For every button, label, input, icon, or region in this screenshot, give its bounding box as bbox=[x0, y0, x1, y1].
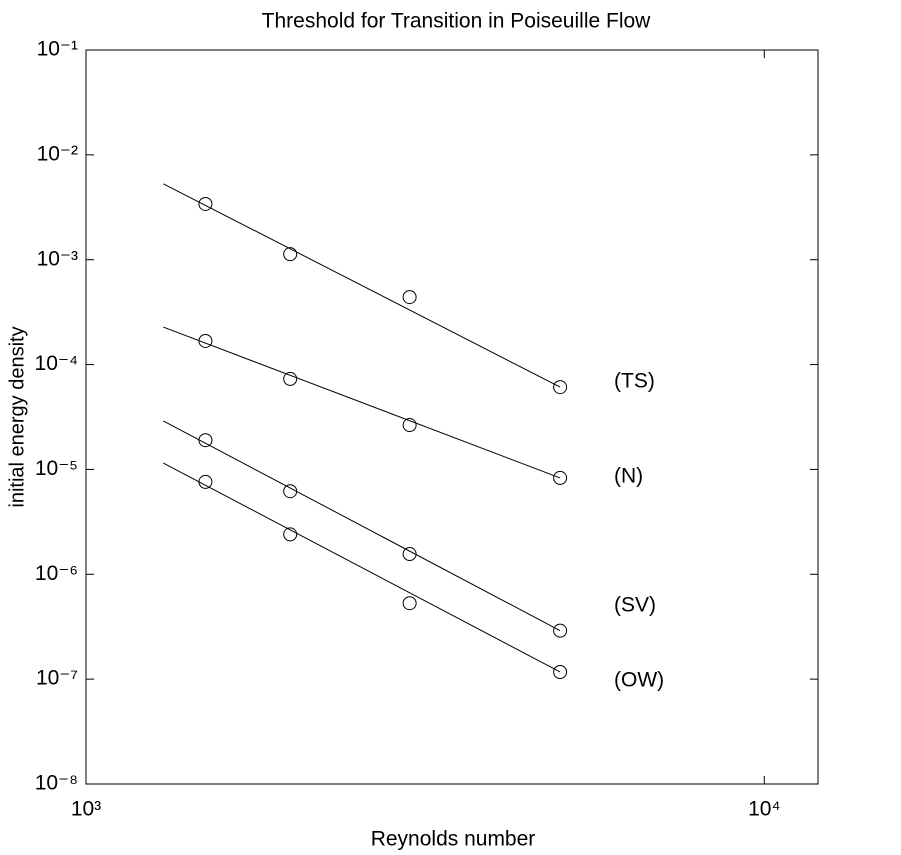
data-point bbox=[283, 527, 298, 542]
y-tick-label: 10⁻⁶ bbox=[35, 562, 78, 585]
data-point bbox=[553, 380, 568, 395]
y-tick-label: 10⁻⁵ bbox=[35, 457, 78, 480]
fit-line bbox=[163, 183, 561, 388]
data-point bbox=[198, 474, 213, 489]
y-tick-label: 10⁻⁷ bbox=[36, 667, 78, 690]
y-tick-label: 10⁻² bbox=[37, 142, 78, 165]
data-point bbox=[402, 290, 417, 305]
series-label: (SV) bbox=[614, 594, 656, 617]
data-point bbox=[198, 433, 213, 448]
data-point bbox=[198, 196, 213, 211]
y-tick-label: 10⁻¹ bbox=[37, 38, 78, 61]
data-point bbox=[402, 596, 417, 611]
data-point bbox=[553, 470, 568, 485]
series-label: (TS) bbox=[614, 370, 655, 393]
data-point bbox=[198, 333, 213, 348]
plot-frame bbox=[85, 49, 819, 785]
series-label: (OW) bbox=[614, 669, 664, 692]
data-point bbox=[402, 418, 417, 433]
series-label: (N) bbox=[614, 465, 643, 488]
y-tick-label: 10⁻³ bbox=[37, 247, 78, 270]
x-tick-label: 10⁴ bbox=[748, 798, 780, 821]
data-point bbox=[553, 664, 568, 679]
data-point bbox=[283, 247, 298, 262]
fit-line bbox=[163, 326, 561, 479]
fit-line bbox=[163, 462, 561, 673]
y-axis-label: initial energy density bbox=[6, 326, 28, 507]
x-tick-label: 10³ bbox=[71, 798, 101, 821]
y-tick-label: 10⁻⁸ bbox=[35, 772, 78, 795]
data-point bbox=[553, 623, 568, 638]
data-point bbox=[402, 547, 417, 562]
data-point bbox=[283, 371, 298, 386]
data-point bbox=[283, 484, 298, 499]
x-axis-label: Reynolds number bbox=[371, 828, 536, 851]
fit-line bbox=[163, 420, 561, 632]
chart-title: Threshold for Transition in Poiseuille F… bbox=[262, 10, 652, 33]
y-tick-label: 10⁻⁴ bbox=[35, 352, 78, 375]
